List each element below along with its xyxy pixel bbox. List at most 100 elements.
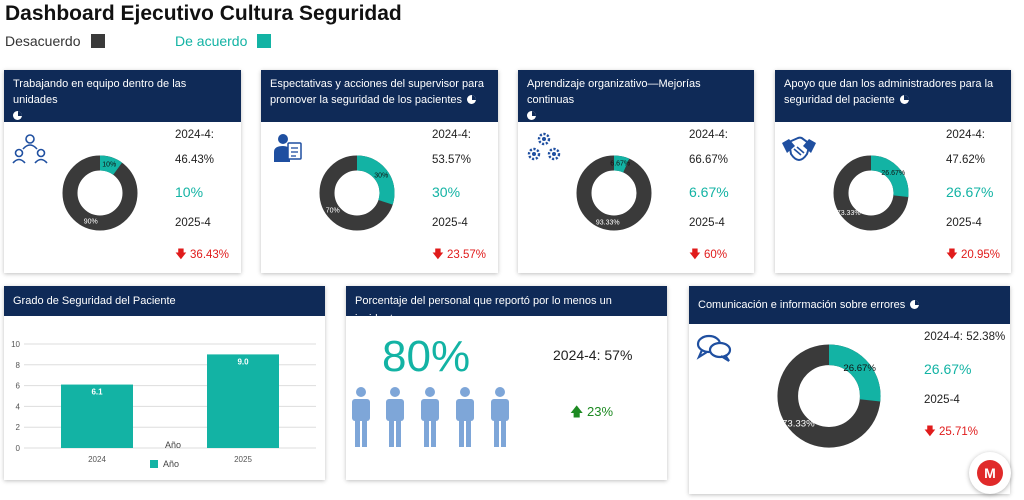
handshake-icon [782,136,816,162]
incident-prev: 2024-4: 57% [553,347,633,363]
y-tick-label: 0 [16,444,21,453]
bar[interactable] [61,384,133,448]
card-title: Apoyo que dan los administradores para l… [784,78,994,106]
prev-value: 46.43% [175,154,215,166]
change-indicator: 🡇 23.57% [432,247,486,266]
pie-chart-icon[interactable] [467,95,477,104]
change-value: 23% [587,404,614,419]
arrow-down-icon: 🡇 [432,249,444,261]
arrow-down-icon: 🡇 [175,249,187,261]
card-header: Porcentaje del personal que reportó por … [346,286,667,325]
person-icon [491,387,509,447]
change-indicator: 🡅 23% [570,403,613,425]
change-value: 20.95% [961,249,1001,261]
y-tick-label: 4 [16,402,21,411]
y-tick-label: 2 [16,423,21,432]
change-value: 23.57% [447,249,487,261]
legend-swatch [150,460,158,468]
donut-slice-agree[interactable] [777,344,881,448]
person-icon [421,387,439,447]
donut-chart: 26.67% 73.33% [777,344,881,448]
card-header: Grado de Seguridad del Paciente [4,286,325,316]
y-tick-label: 10 [11,340,20,349]
card-incident-report: Porcentaje del personal que reportó por … [346,286,667,480]
card-safety-grade: Grado de Seguridad del Paciente 0 2 4 6 8 10 6… [4,286,325,480]
donut-label-disagree: 73.33% [837,210,861,217]
current-label: 2025-4 [175,217,211,229]
card-admin-support: Apoyo que dan los administradores para l… [775,70,1011,273]
prev-value: 47.62% [946,154,986,166]
donut-chart: 26.67% 73.33% [833,155,909,231]
donut-label-disagree: 70% [326,208,340,215]
donut-slice-agree[interactable] [319,155,395,231]
legend-agree-label: De acuerdo [175,33,248,49]
donut-chart: 30% 70% [319,155,395,231]
x-axis-label: Año [165,440,182,450]
x-tick-label: 2025 [234,455,252,464]
bar-value-label: 9.0 [237,357,249,366]
donut-label-disagree: 73.33% [782,418,815,429]
donut-label-agree: 10% [102,161,116,168]
incident-value: 80% [382,332,471,381]
change-indicator: 🡇 36.43% [175,247,229,266]
donut-slice-agree[interactable] [833,155,909,231]
change-value: 36.43% [190,249,230,261]
card-supervisor: Espectativas y acciones del supervisor p… [261,70,498,273]
prev-value: 66.67% [689,154,729,166]
legend-disagree[interactable]: Desacuerdo [5,33,105,49]
arrow-down-icon: 🡇 [924,426,936,438]
bar-value-label: 6.1 [91,388,103,397]
current-label: 2025-4 [689,217,725,229]
card-title: Espectativas y acciones del supervisor p… [270,78,484,106]
current-value: 6.67% [689,184,729,200]
donut-slice-disagree[interactable] [62,155,138,231]
current-label: 2025-4 [924,394,960,406]
donut-label-agree: 26.67% [843,363,876,374]
card-header: Apoyo que dan los administradores para l… [775,70,1011,122]
bar[interactable] [207,354,279,448]
prev-label: 2024-4: [946,129,986,141]
pie-chart-icon[interactable] [899,95,909,104]
y-tick-label: 6 [16,382,21,391]
floating-app-button[interactable]: M [969,452,1011,494]
supervisor-icon [274,134,302,162]
donut-label-agree: 6.67% [610,161,630,168]
card-title: Comunicación e información sobre errores [698,299,906,311]
page-title: Dashboard Ejecutivo Cultura Seguridad [5,2,402,25]
change-value: 25.71% [939,426,979,438]
card-header: Espectativas y acciones del supervisor p… [261,70,498,122]
donut-label-agree: 30% [374,172,388,179]
card-learning: Aprendizaje organizativo—Mejorías contin… [518,70,754,273]
pie-chart-icon[interactable] [527,111,536,120]
bar-chart: 0 2 4 6 8 10 6.1 2024 9.0 2025 [11,340,316,464]
donut-slice-agree[interactable] [576,155,652,231]
arrow-up-icon: 🡅 [570,404,584,419]
legend-label: Año [163,459,180,469]
current-label: 2025-4 [432,217,468,229]
change-value: 60% [704,249,728,261]
prev-label: 2024-4: [689,129,729,141]
change-indicator: 🡇 25.71% [924,424,978,443]
current-value: 30% [432,184,461,200]
person-icon [456,387,474,447]
card-title: Aprendizaje organizativo—Mejorías contin… [527,78,701,106]
current-label: 2025-4 [946,217,982,229]
donut-slice-disagree[interactable] [576,155,652,231]
donut-label-disagree: 90% [84,219,98,226]
chart-legend[interactable]: Año [150,459,179,469]
donut-label-disagree: 93.33% [596,219,620,226]
pie-chart-icon[interactable] [910,300,920,309]
team-icon [12,134,48,164]
current-value: 26.67% [946,184,994,200]
app-logo-icon: M [977,460,1003,486]
prev-value: 53.57% [432,154,472,166]
donut-chart: 10% 90% [62,155,138,231]
arrow-down-icon: 🡇 [689,249,701,261]
person-icon [352,387,370,447]
legend-disagree-label: Desacuerdo [5,33,81,49]
current-value: 26.67% [924,361,972,377]
donut-slice-agree[interactable] [62,155,138,231]
legend-agree[interactable]: De acuerdo [175,33,272,49]
pie-chart-icon[interactable] [13,111,22,120]
card-title: Porcentaje del personal que reportó por … [355,295,612,325]
